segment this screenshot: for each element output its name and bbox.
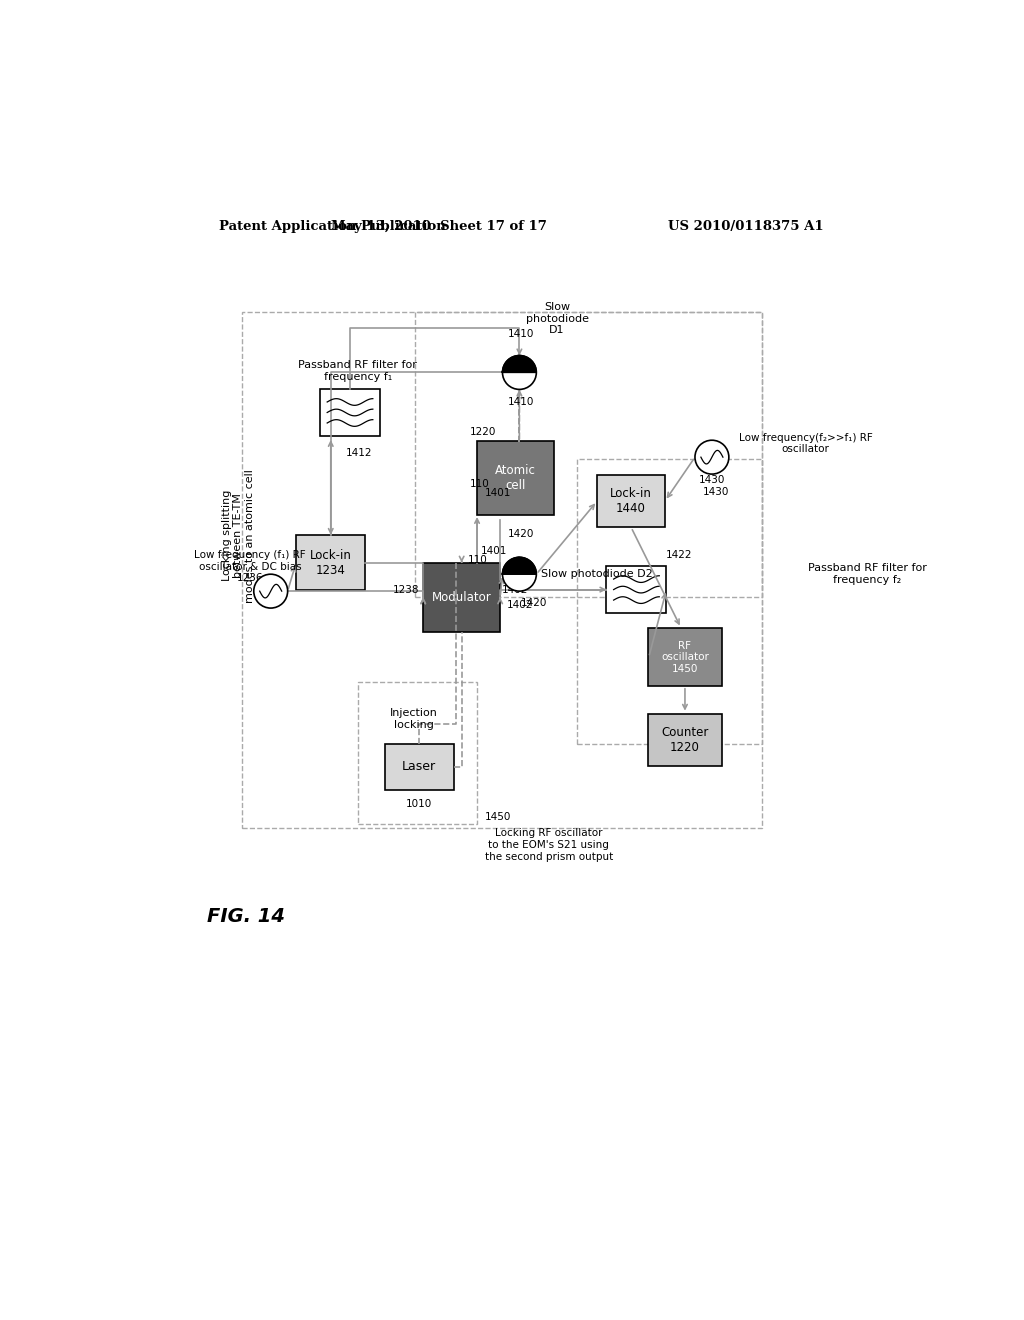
Text: 1402: 1402 (506, 601, 532, 610)
Text: 1401: 1401 (484, 488, 511, 499)
Bar (243, 313, 762, 829)
Circle shape (695, 441, 729, 474)
Text: Locking RF oscillator
to the EOM's S21 using
the second prism output: Locking RF oscillator to the EOM's S21 u… (484, 829, 613, 862)
Circle shape (503, 557, 537, 591)
Text: 1430: 1430 (698, 475, 725, 486)
Text: 1422: 1422 (666, 550, 692, 560)
Text: RF
oscillator
1450: RF oscillator 1450 (662, 640, 709, 675)
Text: Lock-in
1440: Lock-in 1440 (610, 487, 652, 515)
Bar (606, 566, 667, 614)
Polygon shape (503, 557, 537, 574)
Text: Modulator: Modulator (432, 591, 492, 603)
Text: 1410: 1410 (508, 329, 535, 339)
Bar (597, 475, 665, 527)
Text: Low frequency (f₁) RF
oscillator & DC bias
1236: Low frequency (f₁) RF oscillator & DC bi… (195, 550, 306, 583)
Text: US 2010/0118375 A1: US 2010/0118375 A1 (668, 219, 823, 232)
Text: 110: 110 (468, 556, 487, 565)
Text: FIG. 14: FIG. 14 (207, 907, 285, 927)
Text: 1220: 1220 (469, 426, 496, 437)
Text: 1420: 1420 (521, 598, 547, 609)
Text: Slow
photodiode
D1: Slow photodiode D1 (525, 302, 589, 335)
Bar (357, 682, 477, 825)
Bar (578, 459, 762, 743)
Text: 1430: 1430 (702, 487, 729, 496)
Text: Atomic
cell: Atomic cell (496, 463, 536, 492)
Text: Laser: Laser (402, 760, 436, 774)
Bar (477, 441, 554, 515)
Text: 1412: 1412 (346, 447, 373, 458)
Text: 1401: 1401 (481, 546, 507, 556)
Circle shape (254, 574, 288, 609)
Text: Low frequency(f₂>>f₁) RF
oscillator: Low frequency(f₂>>f₁) RF oscillator (739, 433, 872, 454)
Bar (416, 313, 762, 598)
Text: Counter
1220: Counter 1220 (662, 726, 709, 754)
Bar (648, 714, 722, 766)
Text: 1410: 1410 (508, 397, 535, 407)
Circle shape (503, 355, 537, 389)
Text: Patent Application Publication: Patent Application Publication (219, 219, 445, 232)
Text: Slow photodiode D2: Slow photodiode D2 (541, 569, 652, 579)
Text: 1238: 1238 (393, 585, 419, 594)
Bar (385, 743, 454, 789)
Text: 1402: 1402 (502, 585, 528, 594)
Text: 1010: 1010 (407, 799, 432, 809)
Bar (296, 535, 366, 590)
Bar (423, 562, 500, 632)
Text: May 13, 2010  Sheet 17 of 17: May 13, 2010 Sheet 17 of 17 (331, 219, 547, 232)
Bar (648, 628, 722, 686)
Text: Passband RF filter for
frequency f₁: Passband RF filter for frequency f₁ (298, 360, 417, 381)
Text: 1420: 1420 (508, 529, 535, 539)
Text: Injection
locking: Injection locking (390, 708, 438, 730)
Bar (319, 388, 380, 437)
Polygon shape (503, 355, 537, 372)
Text: Locking splitting
between TE-TM
modes to an atomic cell: Locking splitting between TE-TM modes to… (222, 469, 255, 603)
Text: Passband RF filter for
frequency f₂: Passband RF filter for frequency f₂ (808, 564, 927, 585)
Text: 110: 110 (469, 479, 489, 490)
Text: Lock-in
1234: Lock-in 1234 (310, 549, 351, 577)
Text: 1450: 1450 (484, 812, 511, 822)
